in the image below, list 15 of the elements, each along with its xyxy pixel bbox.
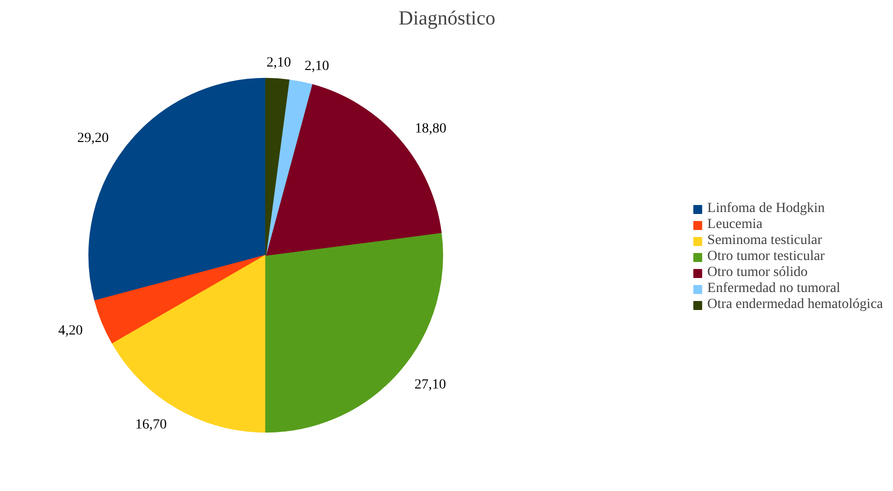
legend-label: Otro tumor sólido <box>707 264 808 280</box>
data-label: 16,70 <box>135 417 167 432</box>
data-label: 18,80 <box>414 121 446 136</box>
legend-label: Otro tumor testicular <box>707 248 825 264</box>
chart-title: Diagnóstico <box>398 8 496 30</box>
legend-label: Linfoma de Hodgkin <box>707 200 825 216</box>
data-label: 2,10 <box>266 55 292 70</box>
data-label: 4,20 <box>58 323 83 338</box>
legend-label: Otra endermedad hematológica <box>707 296 883 312</box>
legend-label: Enfermedad no tumoral <box>707 280 840 296</box>
data-label: 2,10 <box>304 58 330 74</box>
data-label: 29,20 <box>77 130 109 146</box>
legend-label: Seminoma testicular <box>707 232 822 248</box>
legend-label: Leucemia <box>707 216 762 232</box>
data-label: 27,10 <box>414 377 446 392</box>
